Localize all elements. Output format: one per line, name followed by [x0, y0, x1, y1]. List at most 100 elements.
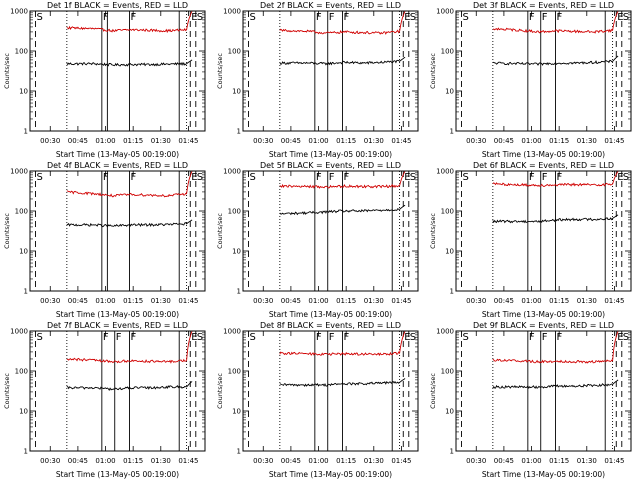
lld-series-line: [66, 10, 193, 34]
x-tick-label: 00:45: [494, 297, 514, 305]
x-tick-label: 01:15: [123, 297, 143, 305]
y-axis-label: Counts/sec: [429, 53, 437, 89]
y-tick-label: 10: [445, 248, 454, 256]
chart-panel: Det 9f BLACK = Events, RED = LLD Start Ti…: [429, 321, 632, 479]
x-tick-label: 01:45: [391, 137, 411, 145]
y-tick-label: 100: [15, 48, 28, 56]
event-marker-label: F: [529, 332, 535, 343]
event-marker-label: E: [191, 332, 197, 343]
axes-frame: [242, 170, 419, 292]
y-tick-label: 100: [15, 208, 28, 216]
x-tick-label: 01:45: [604, 457, 624, 465]
x-tick-label: 01:15: [123, 137, 143, 145]
x-tick-label: 01:00: [521, 137, 541, 145]
event-marker-label: F: [343, 172, 349, 183]
chart-title: Det 4f BLACK = Events, RED = LLD: [47, 161, 188, 170]
y-tick-label: 1: [237, 288, 241, 296]
x-tick-label: 01:15: [336, 457, 356, 465]
events-series-line: [279, 204, 406, 216]
chart-panel: Det 7f BLACK = Events, RED = LLD Start Ti…: [3, 321, 206, 479]
x-tick-label: 00:45: [281, 297, 301, 305]
x-tick-label: 01:00: [95, 297, 115, 305]
event-marker-label: E: [191, 172, 197, 183]
x-axis-label: Start Time (13-May-05 00:19:00): [56, 470, 179, 479]
x-tick-label: 01:00: [521, 457, 541, 465]
axes-frame: [242, 10, 419, 132]
event-marker-label: S: [623, 172, 629, 183]
event-marker-label: S: [410, 12, 416, 23]
events-series-line: [66, 59, 193, 67]
event-marker-label: S: [250, 332, 256, 343]
x-tick-label: 01:30: [151, 297, 171, 305]
x-tick-label: 01:15: [336, 137, 356, 145]
event-marker-label: F: [103, 172, 109, 183]
y-axis-label: Counts/sec: [3, 373, 11, 409]
event-marker-label: S: [623, 12, 629, 23]
x-tick-label: 01:15: [549, 137, 569, 145]
event-marker-label: S: [37, 332, 43, 343]
y-tick-label: 100: [441, 208, 454, 216]
x-tick-label: 01:15: [549, 457, 569, 465]
chart-panel: Det 8f BLACK = Events, RED = LLD Start Ti…: [216, 321, 419, 479]
x-tick-label: 01:30: [577, 297, 597, 305]
lld-series-line: [492, 10, 619, 34]
chart-title: Det 5f BLACK = Events, RED = LLD: [260, 161, 401, 170]
x-tick-label: 00:45: [494, 457, 514, 465]
x-tick-label: 00:45: [68, 457, 88, 465]
event-marker-label: F: [130, 12, 136, 23]
events-series-line: [279, 378, 406, 387]
lld-series-line: [492, 330, 619, 364]
x-tick-label: 00:30: [253, 457, 273, 465]
x-tick-label: 01:15: [336, 297, 356, 305]
event-marker-label: E: [404, 332, 410, 343]
y-tick-label: 10: [19, 88, 28, 96]
event-marker-label: F: [556, 172, 562, 183]
chart-panel: Det 4f BLACK = Events, RED = LLD Start Ti…: [3, 161, 206, 319]
lld-series-line: [66, 330, 193, 364]
x-tick-label: 00:30: [466, 297, 486, 305]
axes-frame: [455, 330, 632, 452]
chart-panel: Det 2f BLACK = Events, RED = LLD Start Ti…: [216, 1, 419, 159]
event-marker-label: F: [329, 332, 335, 343]
lld-series-line: [279, 10, 406, 35]
x-tick-label: 01:30: [151, 137, 171, 145]
y-tick-label: 10: [19, 248, 28, 256]
y-tick-label: 1: [450, 128, 454, 136]
x-axis-label: Start Time (13-May-05 00:19:00): [482, 470, 605, 479]
event-marker-label: S: [463, 172, 469, 183]
x-tick-label: 00:45: [281, 457, 301, 465]
event-marker-label: F: [556, 12, 562, 23]
lld-series-line: [279, 330, 406, 357]
chart-panel: Det 5f BLACK = Events, RED = LLD Start Ti…: [216, 161, 419, 319]
y-tick-label: 100: [228, 368, 241, 376]
y-tick-label: 10: [232, 408, 241, 416]
lld-series-line: [492, 170, 619, 187]
event-marker-label: S: [463, 332, 469, 343]
x-tick-label: 01:00: [95, 457, 115, 465]
y-tick-label: 100: [15, 368, 28, 376]
event-marker-label: S: [410, 332, 416, 343]
x-tick-label: 01:30: [364, 297, 384, 305]
x-tick-label: 00:30: [466, 137, 486, 145]
axes-frame: [455, 10, 632, 132]
y-axis-label: Counts/sec: [3, 213, 11, 249]
y-tick-label: 10: [232, 248, 241, 256]
lld-series-line: [279, 170, 406, 189]
y-tick-label: 100: [228, 208, 241, 216]
x-tick-label: 01:30: [577, 137, 597, 145]
x-tick-label: 01:45: [391, 297, 411, 305]
event-marker-label: F: [130, 332, 136, 343]
y-tick-label: 1: [450, 448, 454, 456]
x-axis-label: Start Time (13-May-05 00:19:00): [482, 310, 605, 319]
event-marker-label: F: [343, 332, 349, 343]
x-axis-label: Start Time (13-May-05 00:19:00): [56, 310, 179, 319]
x-tick-label: 01:30: [364, 457, 384, 465]
y-axis-label: Counts/sec: [216, 213, 224, 249]
y-tick-label: 1000: [436, 168, 454, 176]
chart-title: Det 2f BLACK = Events, RED = LLD: [260, 1, 401, 10]
x-tick-label: 00:45: [281, 137, 301, 145]
events-series-line: [66, 381, 193, 391]
y-tick-label: 1: [24, 448, 28, 456]
event-marker-label: E: [617, 332, 623, 343]
